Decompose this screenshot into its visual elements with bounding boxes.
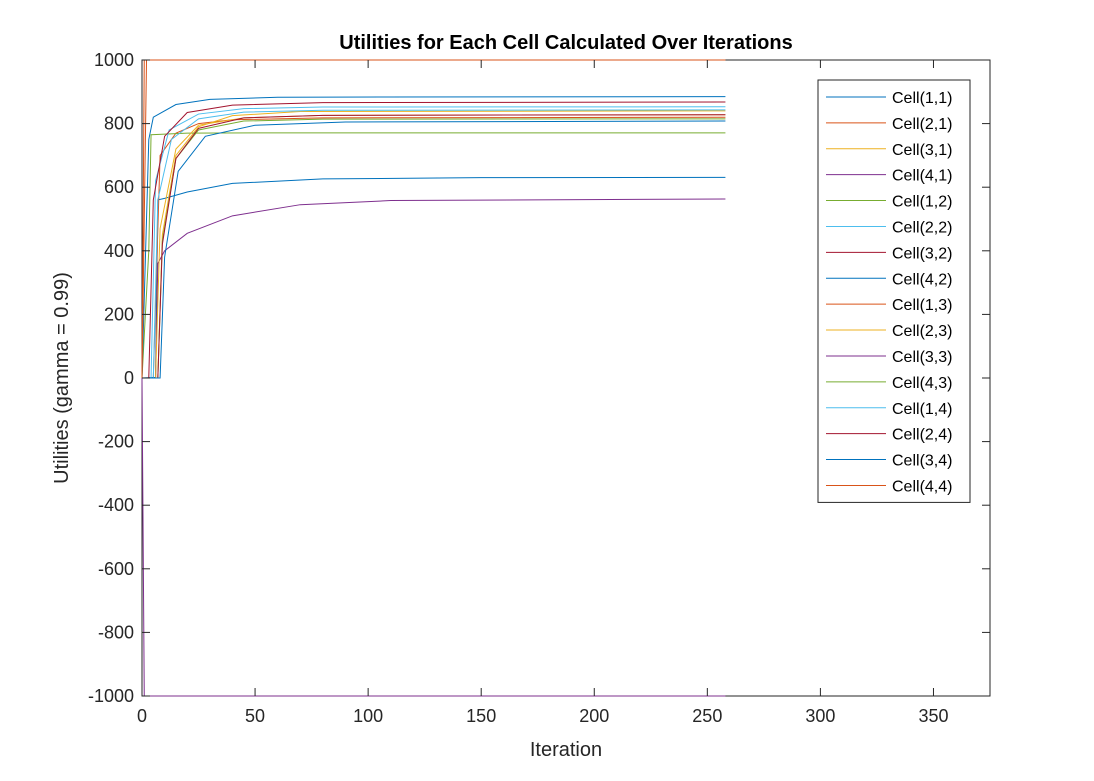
legend-entry-label: Cell(1,2) [892, 194, 952, 211]
x-tick-label: 350 [918, 706, 948, 726]
legend-entry-label: Cell(2,1) [892, 116, 952, 133]
y-axis-label: Utilities (gamma = 0.99) [51, 272, 73, 484]
legend-entry-label: Cell(3,1) [892, 142, 952, 159]
legend-entry-label: Cell(1,4) [892, 401, 952, 418]
y-tick-label: 1000 [94, 50, 134, 70]
y-tick-label: -200 [98, 432, 134, 452]
x-tick-label: 200 [579, 706, 609, 726]
series-line-15 [142, 120, 726, 379]
legend-entry-label: Cell(4,3) [892, 375, 952, 392]
series-line-8 [141, 96, 726, 379]
y-tick-label: -400 [98, 495, 134, 515]
ticks-layer: 0 50 100 150 200 250 300 350 -1000 -800 -600 -400 -2… [88, 50, 990, 726]
x-axis-label: Iteration [530, 739, 602, 761]
x-tick-label: 300 [805, 706, 835, 726]
legend: Cell(1,1) Cell(2,1) Cell(3,1) Cell(4,1) Cell… [817, 79, 971, 503]
y-tick-label: -800 [98, 622, 134, 642]
legend-entry-label: Cell(3,3) [892, 349, 952, 366]
x-tick-label: 0 [137, 706, 147, 726]
x-tick-label: 100 [353, 706, 383, 726]
legend-entry-label: Cell(3,4) [892, 453, 952, 470]
y-tick-label: 400 [104, 241, 134, 261]
x-tick-label: 150 [466, 706, 496, 726]
x-tick-label: 50 [245, 706, 265, 726]
legend-entry-label: Cell(3,2) [892, 245, 952, 262]
legend-entry-label: Cell(2,3) [892, 323, 952, 340]
series-line-5 [141, 132, 726, 379]
legend-entry-label: Cell(1,3) [892, 297, 952, 314]
legend-box [817, 79, 971, 503]
y-tick-label: 200 [104, 304, 134, 324]
chart-title: Utilities for Each Cell Calculated Over … [339, 32, 792, 54]
series-line-7 [142, 101, 726, 379]
legend-entry-label: Cell(4,2) [892, 271, 952, 288]
legend-entry-label: Cell(2,4) [892, 427, 952, 444]
y-tick-label: -1000 [88, 686, 134, 706]
y-tick-label: 600 [104, 177, 134, 197]
series-line-6 [142, 106, 726, 379]
series-line-13 [142, 109, 726, 379]
y-tick-label: 0 [124, 368, 134, 388]
series-line-14 [142, 114, 726, 379]
legend-entry-label: Cell(1,1) [892, 90, 952, 107]
legend-entry-label: Cell(4,4) [892, 478, 952, 495]
legend-entry-label: Cell(2,2) [892, 219, 952, 236]
y-tick-label: -600 [98, 559, 134, 579]
x-tick-label: 250 [692, 706, 722, 726]
legend-entry-label: Cell(4,1) [892, 168, 952, 185]
y-tick-label: 800 [104, 114, 134, 134]
